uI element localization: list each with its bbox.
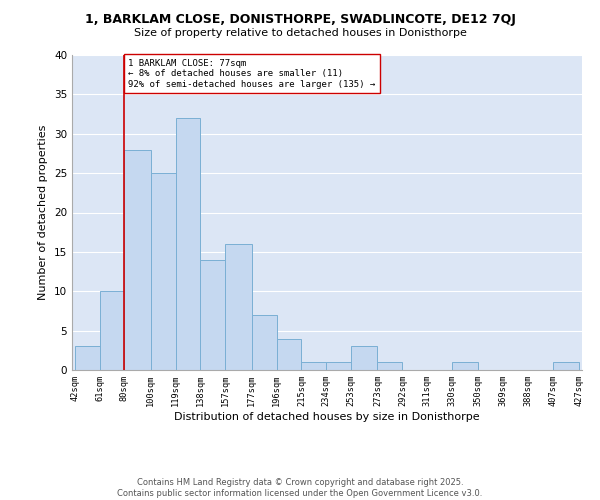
Text: Contains HM Land Registry data © Crown copyright and database right 2025.
Contai: Contains HM Land Registry data © Crown c…: [118, 478, 482, 498]
Bar: [452, 362, 478, 370]
Bar: [553, 362, 580, 370]
Text: Size of property relative to detached houses in Donisthorpe: Size of property relative to detached ho…: [134, 28, 466, 38]
Bar: [124, 150, 151, 370]
X-axis label: Distribution of detached houses by size in Donisthorpe: Distribution of detached houses by size …: [174, 412, 480, 422]
Bar: [377, 362, 403, 370]
Bar: [200, 260, 226, 370]
Bar: [151, 173, 176, 370]
Y-axis label: Number of detached properties: Number of detached properties: [38, 125, 49, 300]
Bar: [74, 346, 100, 370]
Text: 1 BARKLAM CLOSE: 77sqm
← 8% of detached houses are smaller (11)
92% of semi-deta: 1 BARKLAM CLOSE: 77sqm ← 8% of detached …: [128, 59, 376, 88]
Bar: [226, 244, 251, 370]
Bar: [100, 291, 124, 370]
Bar: [301, 362, 326, 370]
Text: 1, BARKLAM CLOSE, DONISTHORPE, SWADLINCOTE, DE12 7QJ: 1, BARKLAM CLOSE, DONISTHORPE, SWADLINCO…: [85, 12, 515, 26]
Bar: [326, 362, 351, 370]
Bar: [251, 315, 277, 370]
Bar: [277, 338, 301, 370]
Bar: [351, 346, 377, 370]
Bar: [176, 118, 200, 370]
